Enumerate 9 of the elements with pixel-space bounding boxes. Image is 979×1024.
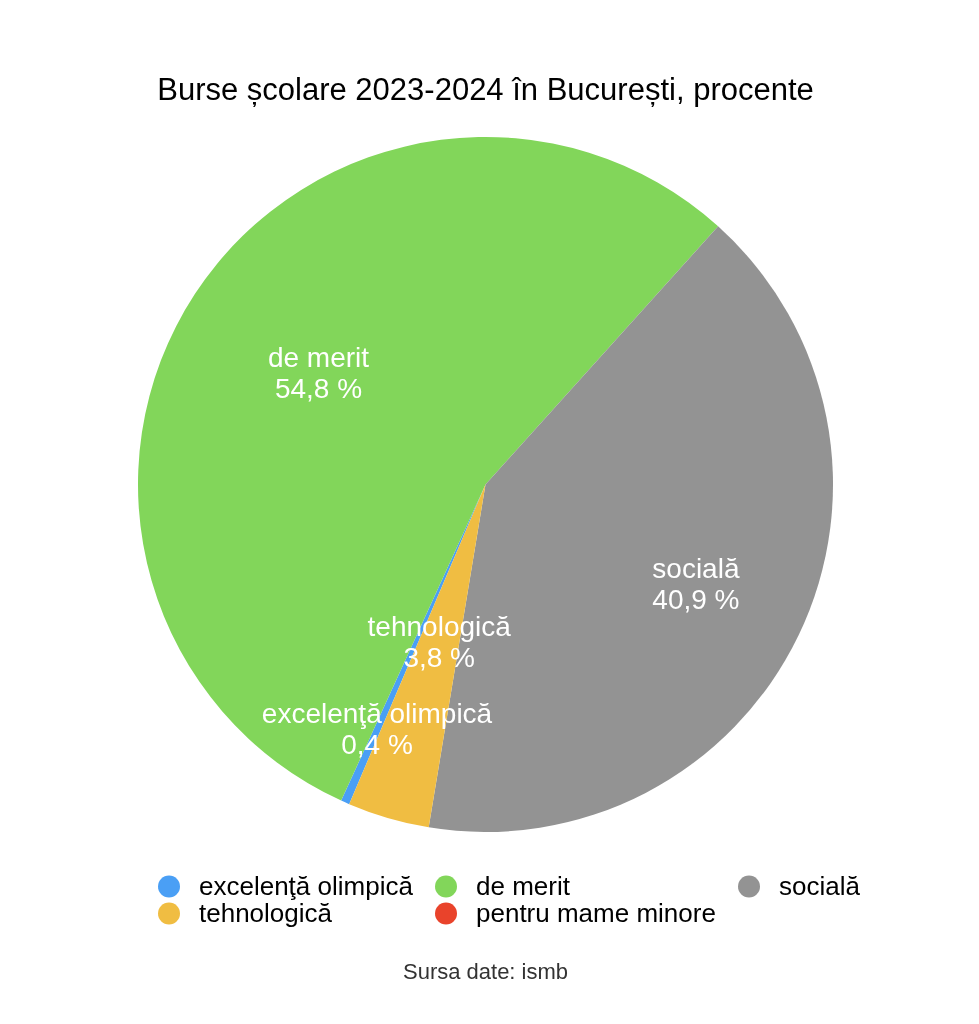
slice-label: de merit — [267, 342, 370, 374]
data-label: 40,9 % — [652, 584, 740, 616]
chart-title: Burse școlare 2023-2024 în București, procente — [157, 72, 814, 107]
text: Sursa date: ismb — [402, 959, 569, 984]
legend-label: socială — [779, 870, 861, 901]
data-label: 54,8 % — [274, 373, 363, 405]
slice-label: excelenţă olimpică — [261, 697, 493, 729]
slice-label: socială — [652, 553, 740, 585]
legend-label: excelenţă olimpică — [199, 870, 414, 901]
